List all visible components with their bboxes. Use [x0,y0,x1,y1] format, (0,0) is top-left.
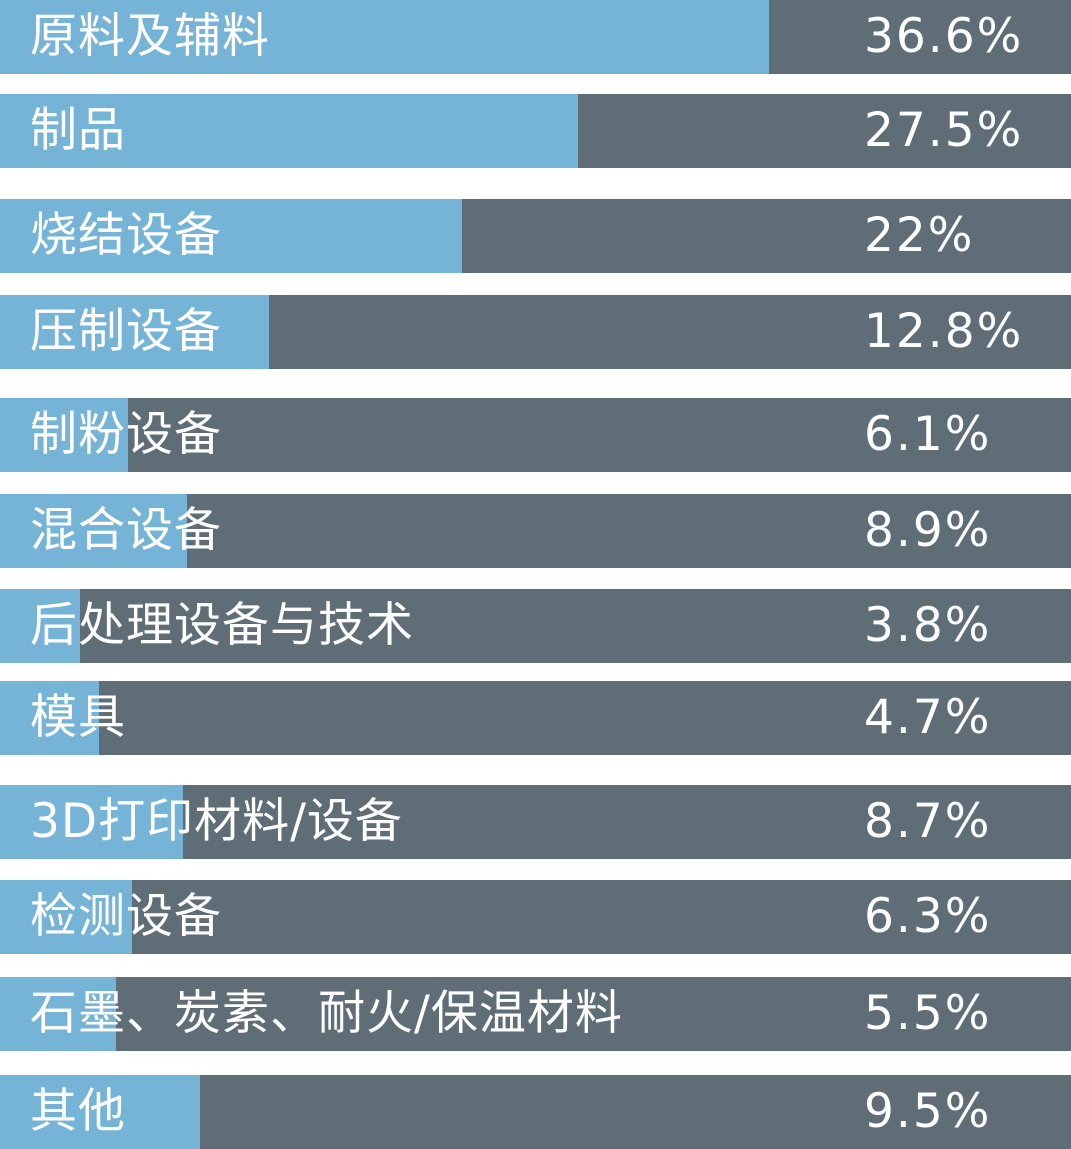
value-label: 12.8% [864,304,1024,359]
value-label: 6.1% [864,407,992,462]
value-label: 8.9% [864,503,992,558]
bar-row: 3D打印材料/设备 8.7% [0,785,1071,859]
category-label: 压制设备 [30,304,222,359]
category-label: 其他 [30,1084,126,1139]
value-label: 9.5% [864,1084,992,1139]
bar-fill [0,589,80,663]
bar-fill [0,0,769,74]
bar-fill [0,785,183,859]
bar-row: 模具 4.7% [0,681,1071,755]
bar-row: 混合设备 8.9% [0,494,1071,568]
value-label: 8.7% [864,794,992,849]
bar-row: 原料及辅料 36.6% [0,0,1071,74]
bar-row: 压制设备 12.8% [0,295,1071,369]
bar-fill [0,295,269,369]
bar-fill [0,880,132,954]
category-label: 烧结设备 [30,208,222,263]
category-label: 后处理设备与技术 [30,598,414,653]
category-label: 制品 [30,103,126,158]
bar-fill [0,494,187,568]
category-label: 混合设备 [30,503,222,558]
bar-row: 检测设备 6.3% [0,880,1071,954]
value-label: 5.5% [864,986,992,1041]
bar-row: 制品 27.5% [0,94,1071,168]
bar-fill [0,199,462,273]
category-label: 检测设备 [30,889,222,944]
value-label: 6.3% [864,889,992,944]
bar-fill [0,1075,200,1149]
category-label: 石墨、炭素、耐火/保温材料 [30,986,623,1041]
category-label: 制粉设备 [30,407,222,462]
value-label: 3.8% [864,598,992,653]
bar-row: 其他 9.5% [0,1075,1071,1149]
bar-fill [0,977,116,1051]
bar-fill [0,398,128,472]
bar-row: 后处理设备与技术 3.8% [0,589,1071,663]
value-label: 36.6% [864,9,1024,64]
value-label: 4.7% [864,690,992,745]
bar-row: 制粉设备 6.1% [0,398,1071,472]
value-label: 27.5% [864,103,1024,158]
category-label: 原料及辅料 [30,9,270,64]
bar-fill [0,681,99,755]
bar-fill [0,94,578,168]
bar-row: 烧结设备 22% [0,199,1071,273]
category-label: 3D打印材料/设备 [30,794,403,849]
category-label: 模具 [30,690,126,745]
value-label: 22% [864,208,975,263]
bar-row: 石墨、炭素、耐火/保温材料 5.5% [0,977,1071,1051]
